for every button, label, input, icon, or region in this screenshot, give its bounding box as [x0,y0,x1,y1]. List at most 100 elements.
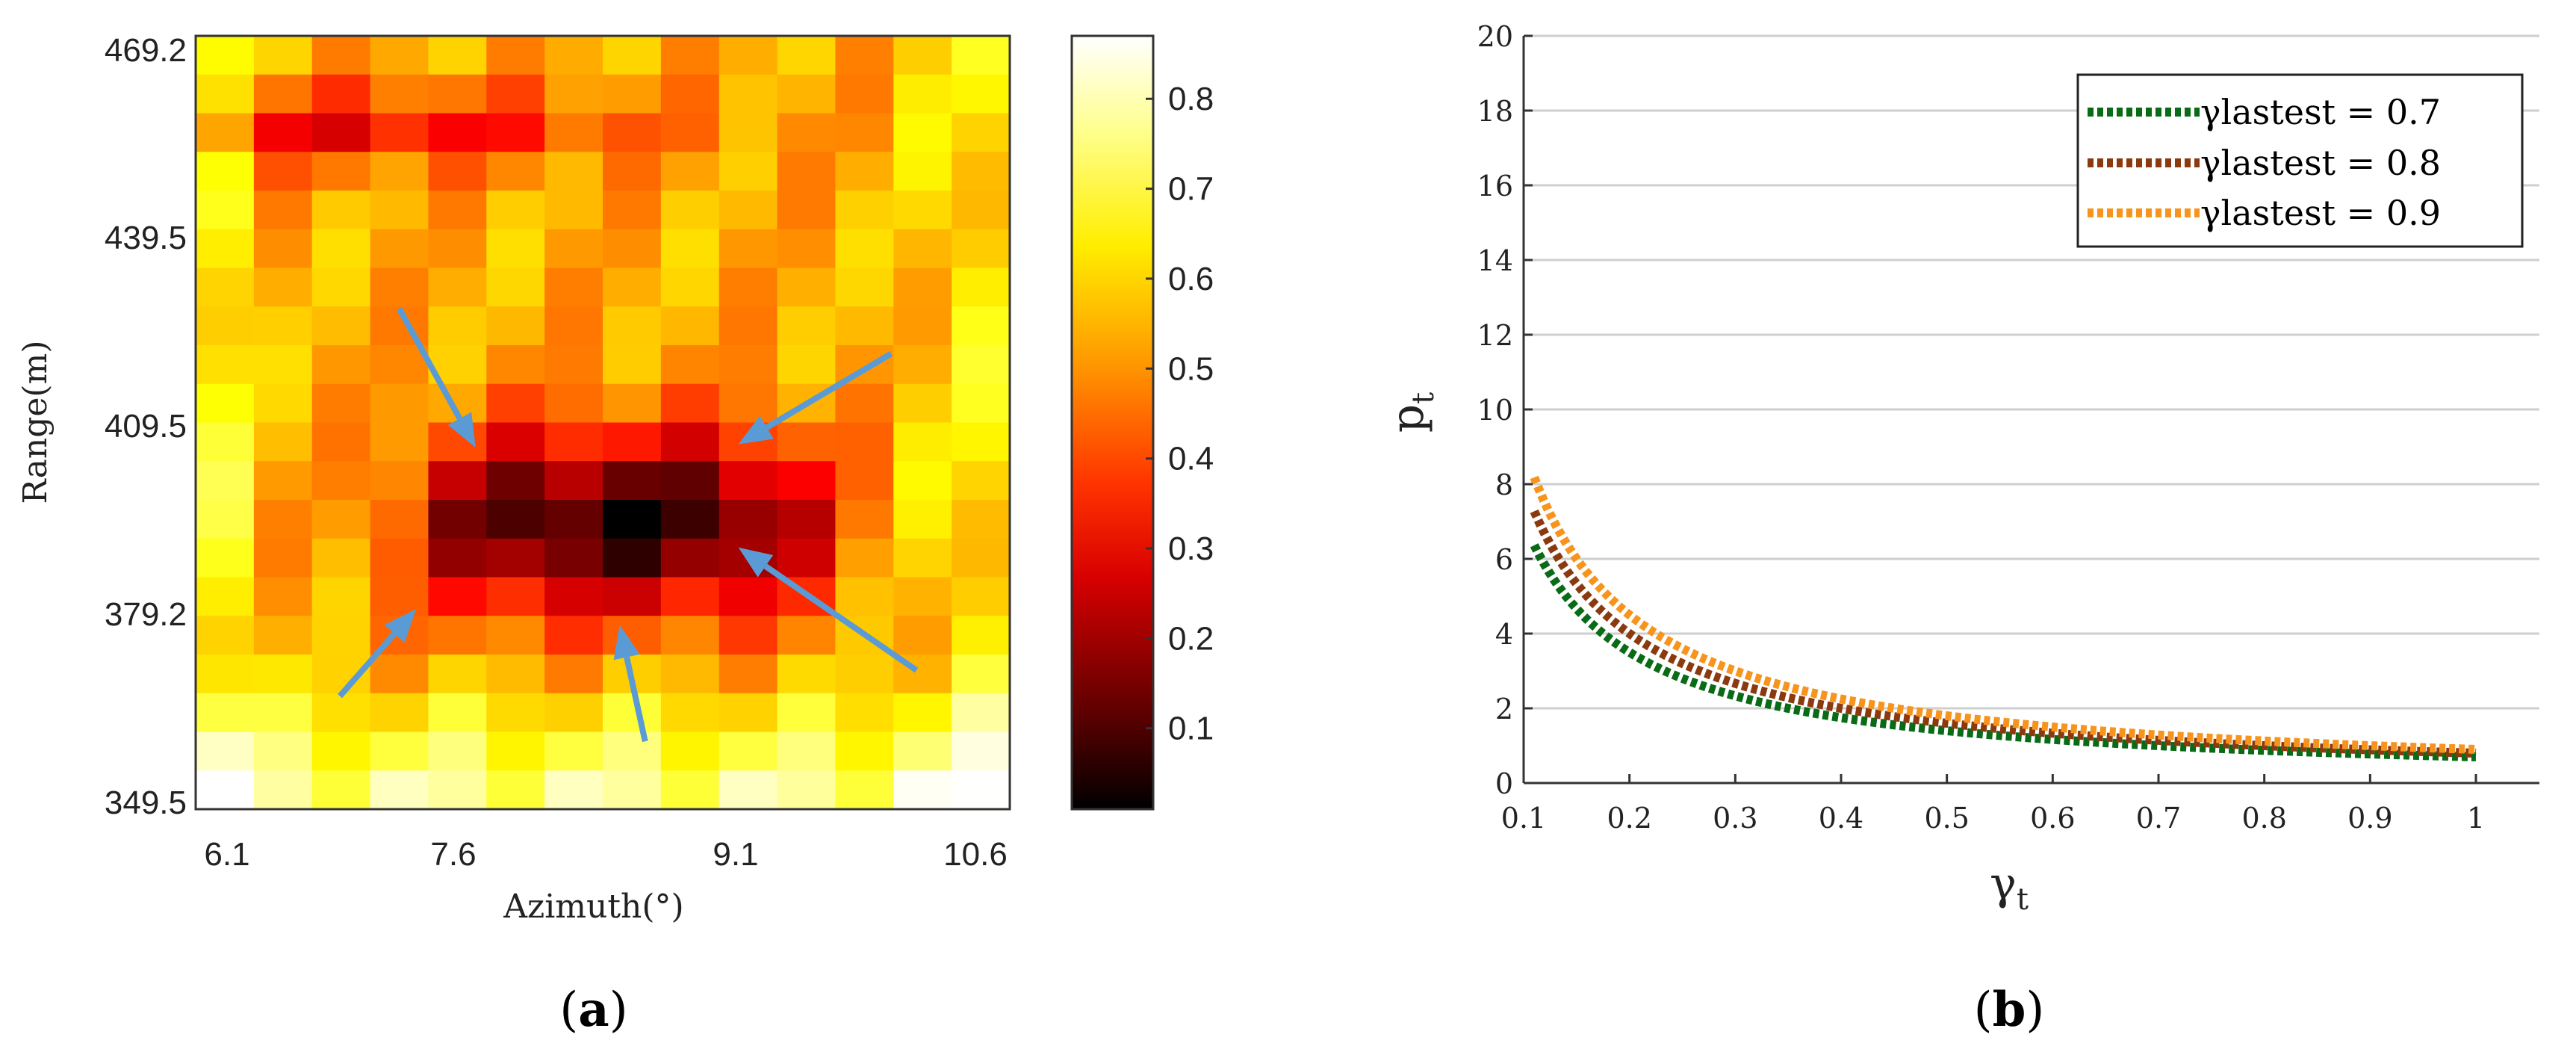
heatmap-cell [544,74,603,114]
colorbar-tick-label: 0.4 [1168,441,1214,477]
heatmap-cell [660,538,720,578]
heatmap-cell [777,422,837,462]
heatmap-cell [370,74,429,114]
heatmap-cell [603,229,662,269]
annotation-arrowhead [738,415,774,445]
heatmap-cell [311,229,371,269]
heatmap-cell [428,500,488,539]
heatmap-cell [253,306,313,346]
heatmap-cell [196,306,255,346]
colorbar-tick-label: 0.7 [1168,171,1214,208]
heatmap-cell [253,770,313,810]
heatmap-cell [253,152,313,191]
heatmap-cell [370,731,429,772]
heatmap-cell [253,422,313,462]
heatmap-cell [835,383,895,424]
heatmap-cell [952,74,1011,114]
y-axis-label: pt [1382,392,1441,433]
heatmap-cell [486,693,545,733]
heatmap-cell [660,500,720,539]
heatmap-cell [719,616,778,655]
heatmap-cell [719,152,778,191]
heatmap-cell [486,731,545,772]
heatmap-cell [719,74,778,114]
heatmap-cell [486,461,545,501]
line-chart-x-ticks: 0.1 0.2 0.3 0.4 0.5 0.6 0.7 0.8 0.9 1 [1501,774,2485,835]
heatmap-cell [370,113,429,153]
heatmap-cell [893,267,952,308]
heatmap-cell [835,693,895,733]
heatmap-cell [428,267,488,308]
heatmap-cell [719,500,778,539]
y-tick-label: 10 [1477,394,1513,427]
heatmap-cell [253,538,313,578]
heatmap-cell [660,577,720,617]
heatmap-cell [835,113,895,153]
heatmap-cell [311,538,371,578]
heatmap-cell [952,267,1011,308]
heatmap-cell [486,345,545,385]
heatmap-cell [719,577,778,617]
x-tick-label: 0.5 [1924,802,1969,835]
heatmap-cell [603,191,662,230]
heatmap-cell [603,345,662,385]
heatmap-cell [893,500,952,539]
heatmap-cell [486,36,545,75]
heatmap-cell [952,461,1011,501]
heatmap-cell [253,693,313,733]
y-tick-label: 8 [1495,468,1513,501]
heatmap-cell [660,731,720,772]
heatmap-cell [253,345,313,385]
heatmap-cell [719,229,778,269]
heatmap-cell [893,693,952,733]
heatmap-cell [835,461,895,501]
heatmap-cell [952,731,1011,772]
heatmap-cell [719,383,778,424]
heatmap-cell [311,36,371,75]
heatmap-cell [952,229,1011,269]
heatmap-cell [196,36,255,75]
heatmap-cell [428,113,488,153]
heatmap-cell [660,306,720,346]
heatmap-cell [952,693,1011,733]
panel-caption-b: (b) [1974,982,2045,1038]
heatmap-cell [196,731,255,772]
y-tick-label: 4 [1495,618,1513,651]
heatmap-cell [196,461,255,501]
heatmap-cell [719,306,778,346]
heatmap-cell [253,383,313,424]
heatmap-cell [196,538,255,578]
colorbar-bar [1070,34,1155,811]
x-tick-label: 0.4 [1819,802,1863,835]
heatmap-cell [603,74,662,114]
heatmap-cell [719,693,778,733]
legend-label: γlastest = 0.9 [2200,193,2441,233]
heatmap-cell [893,770,952,810]
heatmap-cell [253,461,313,501]
y-tick-label: 349.5 [105,785,187,821]
heatmap-cell [486,191,545,230]
heatmap-cell [370,577,429,617]
annotation-arrowhead [613,625,640,660]
heatmap-cell [660,461,720,501]
heatmap-cell [660,267,720,308]
heatmap-cell [777,152,837,191]
heatmap-cell [253,267,313,308]
line-chart-series [1530,475,2477,761]
heatmap-cell [311,113,371,153]
heatmap-cell [603,770,662,810]
heatmap-cell [311,422,371,462]
heatmap-cell [544,267,603,308]
y-tick-label: 16 [1477,170,1513,202]
heatmap-cell [428,152,488,191]
heatmap-cell [777,191,837,230]
heatmap-cell [311,461,371,501]
heatmap-cell [777,616,837,655]
heatmap-cell [893,306,952,346]
panel-caption-a: (a) [559,982,627,1038]
heatmap-cell [777,693,837,733]
heatmap-cell [893,229,952,269]
heatmap-cell [893,152,952,191]
heatmap-x-ticks: 6.1 7.6 9.1 10.6 [204,836,1007,873]
heatmap-cell [777,229,837,269]
